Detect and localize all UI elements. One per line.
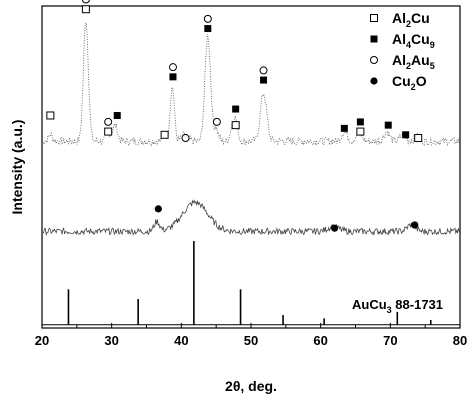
y-axis-label: Intensity (a.u.) [9,120,25,215]
phase-marker-al2au5-4 [104,117,113,126]
legend-label-al2au5: Al2Au5 [392,52,435,71]
phase-marker-al4cu9-11 [204,25,212,33]
phase-marker-al4cu9-8 [169,73,177,81]
legend-marker-cu2o [370,77,378,85]
phase-marker-al2au5-17 [259,66,268,75]
x-tick-label-70: 70 [383,333,397,348]
legend-marker-al2cu [370,14,378,22]
legend-label-al4cu9: Al4Cu9 [392,31,435,50]
phase-marker-al2cu-2 [81,5,90,14]
x-tick-label-60: 60 [313,333,327,348]
legend-label-al2cu: Al2Cu [392,10,430,29]
x-tick-label-80: 80 [453,333,467,348]
x-tick-label-50: 50 [244,333,258,348]
legend: Al2Cu Al4Cu9 Al2Au5 Cu2O [370,10,435,92]
phase-marker-al2au5-12 [203,14,212,23]
phase-marker-al2cu-1 [46,111,55,120]
x-axis: 20 30 40 50 60 70 80 [35,323,467,348]
phase-marker-al2cu-19 [356,127,365,136]
x-tick-label-30: 30 [104,333,118,348]
phase-marker-al2cu-5 [104,127,113,136]
phase-marker-al2cu-7 [160,130,169,139]
phase-marker-al4cu9-20 [356,118,364,126]
series-line-2 [41,199,460,237]
phase-marker-al2au5-3 [81,0,90,4]
phase-marker-al2au5-9 [168,63,177,72]
x-tick-label-40: 40 [174,333,188,348]
phase-marker-al4cu9-15 [232,105,240,113]
phase-marker-cu2o-26 [411,221,419,229]
phase-marker-al4cu9-21 [384,121,392,129]
plot-area: AuCu3 88-1731 [41,0,460,326]
legend-label-cu2o: Cu2O [392,73,427,92]
phase-marker-cu2o-24 [154,205,162,213]
phase-marker-al4cu9-18 [340,124,348,132]
phase-marker-al4cu9-6 [113,111,121,119]
x-tick-label-20: 20 [35,333,49,348]
reference-label: AuCu3 88-1731 [352,297,443,315]
legend-marker-al2au5 [370,56,378,64]
phase-marker-al4cu9-16 [260,76,268,84]
phase-marker-al2cu-14 [231,121,240,130]
phase-marker-cu2o-25 [331,224,339,232]
phase-marker-al2au5-13 [212,117,221,126]
phase-marker-al4cu9-22 [402,131,410,139]
phase-marker-al2cu-23 [414,134,423,143]
legend-marker-al4cu9 [370,35,378,43]
x-axis-label: 2θ, deg. [225,378,277,394]
phase-marker-al2au5-10 [181,134,190,143]
